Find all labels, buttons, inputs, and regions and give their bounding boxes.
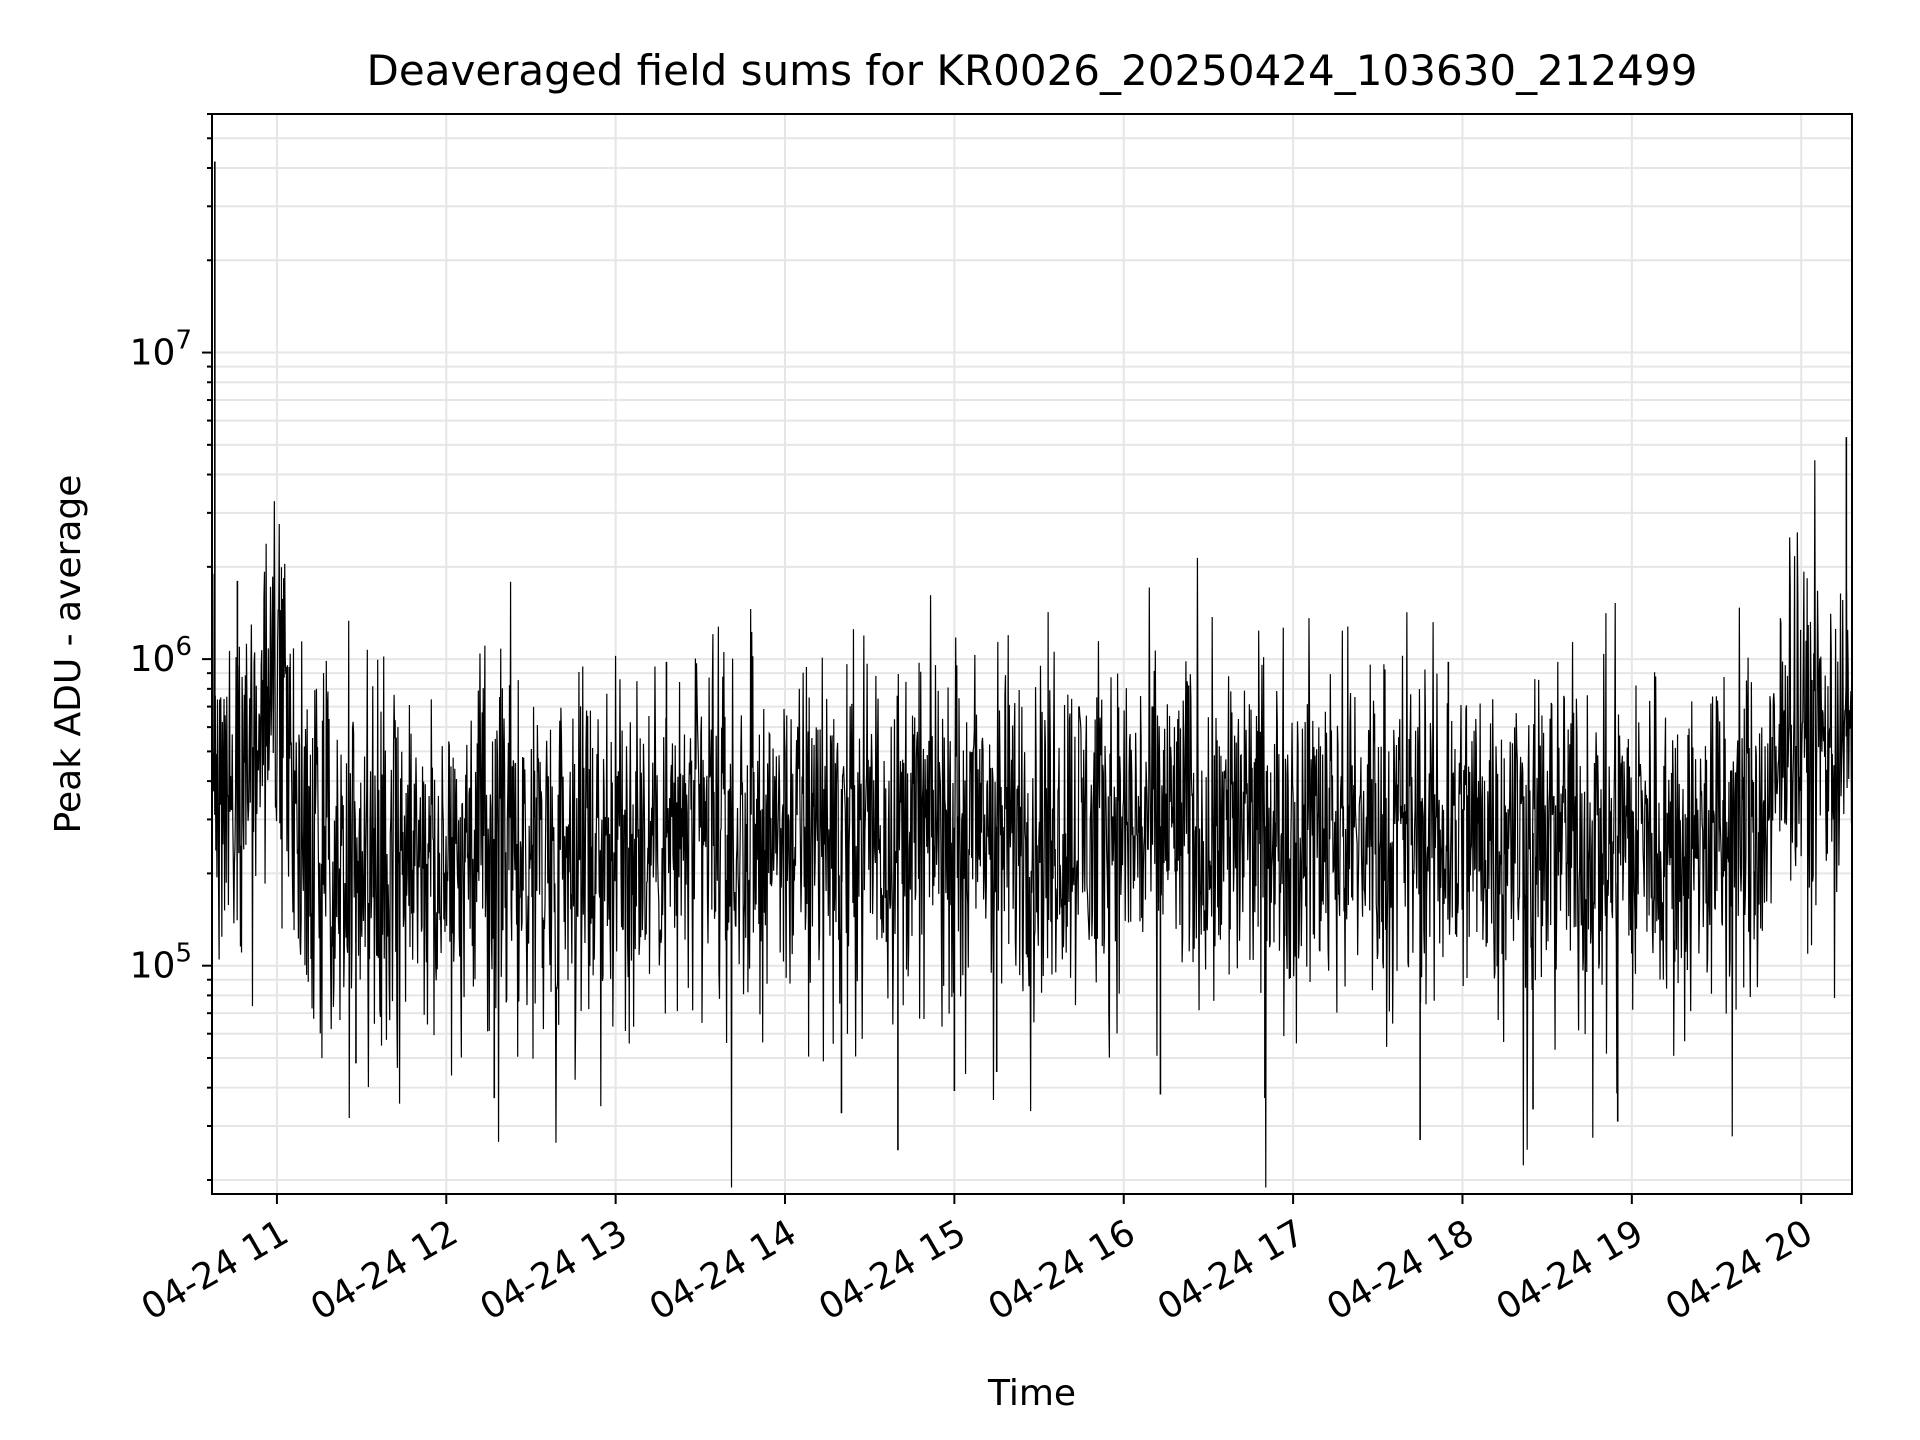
line-layer [211,161,1853,1188]
y-tick-label: 107 [130,326,192,374]
chart-title: Deaveraged field sums for KR0026_2025042… [367,46,1698,95]
x-axis-label: Time [987,1373,1076,1414]
y-tick-label: 105 [130,939,192,987]
y-axis-label: Peak ADU - average [48,475,89,834]
y-axis: 105 106 107 [130,113,212,1181]
plot-frame [211,113,1853,1195]
y-tick-label: 106 [130,632,192,680]
signal-line [211,460,1853,1188]
